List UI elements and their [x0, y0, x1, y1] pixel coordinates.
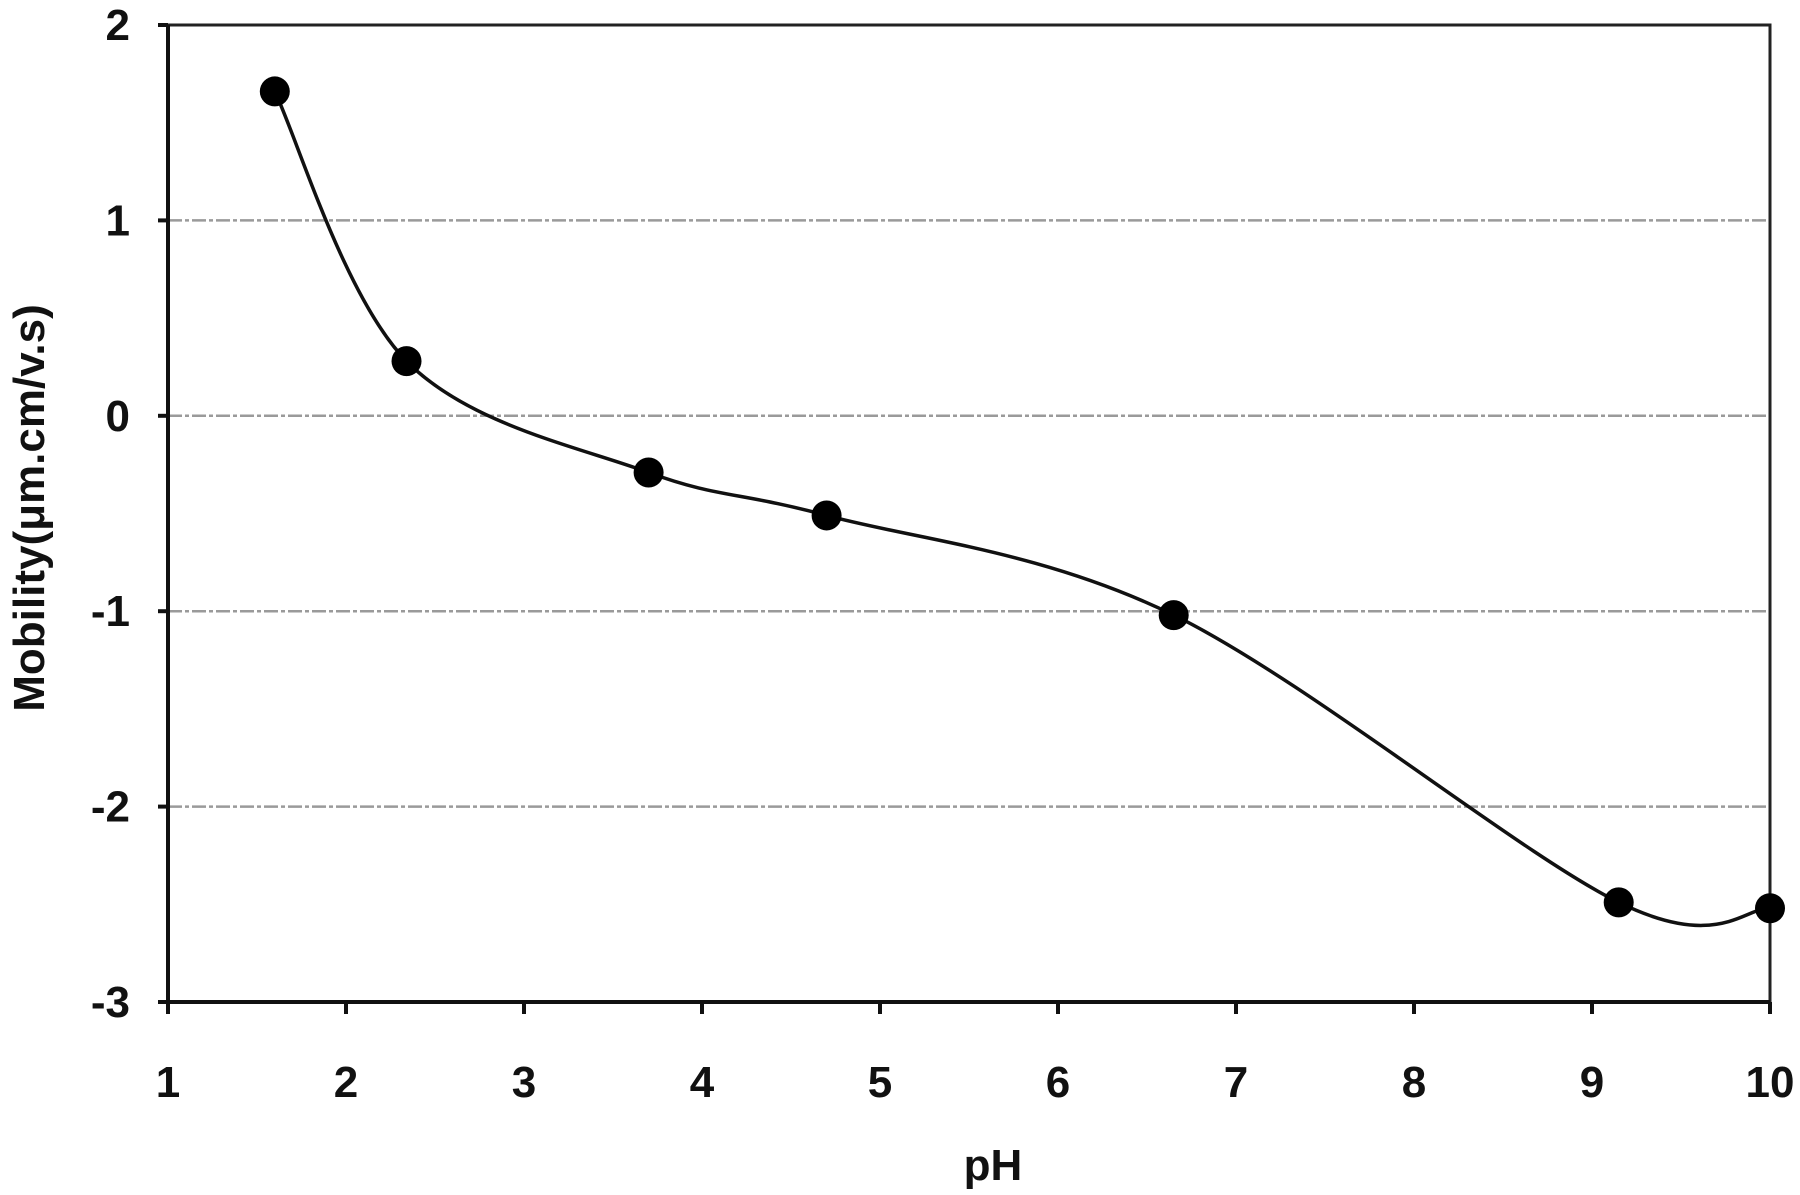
x-axis-ticks: 1 2 3 4 5 6 7 8 9 10	[156, 1002, 1795, 1107]
horizontal-gridlines	[168, 219, 1770, 808]
y-tick-label: -3	[91, 978, 130, 1027]
mobility-curve	[273, 90, 1771, 928]
y-tick-label: 2	[106, 1, 130, 50]
x-tick-label: 4	[690, 1058, 715, 1107]
y-tick-label: -1	[91, 587, 130, 636]
data-point-marker	[811, 500, 842, 531]
plot-frame	[166, 23, 1772, 1004]
x-axis-title: pH	[964, 1141, 1023, 1190]
x-tick-label: 2	[334, 1058, 358, 1107]
y-axis-ticks: 2 1 0 -1 -2 -3	[91, 1, 168, 1027]
x-tick-label: 10	[1746, 1058, 1795, 1107]
x-tick-label: 8	[1402, 1058, 1426, 1107]
data-point-marker	[1158, 600, 1189, 631]
x-tick-label: 1	[156, 1058, 180, 1107]
x-tick-label: 3	[512, 1058, 536, 1107]
data-point-marker	[1755, 893, 1785, 924]
data-point-marker	[391, 346, 422, 377]
x-tick-label: 7	[1224, 1058, 1248, 1107]
data-point-markers	[259, 76, 1785, 924]
x-tick-label: 5	[868, 1058, 892, 1107]
data-point-marker	[633, 457, 664, 488]
data-point-marker	[259, 76, 290, 107]
x-tick-label: 6	[1046, 1058, 1070, 1107]
y-axis-title: Mobility(μm.cm/v.s)	[5, 304, 54, 712]
y-tick-label: 1	[106, 196, 130, 245]
data-point-marker	[1603, 887, 1634, 918]
y-tick-label: -2	[91, 783, 130, 832]
y-tick-label: 0	[106, 392, 130, 441]
x-tick-label: 9	[1580, 1058, 1604, 1107]
